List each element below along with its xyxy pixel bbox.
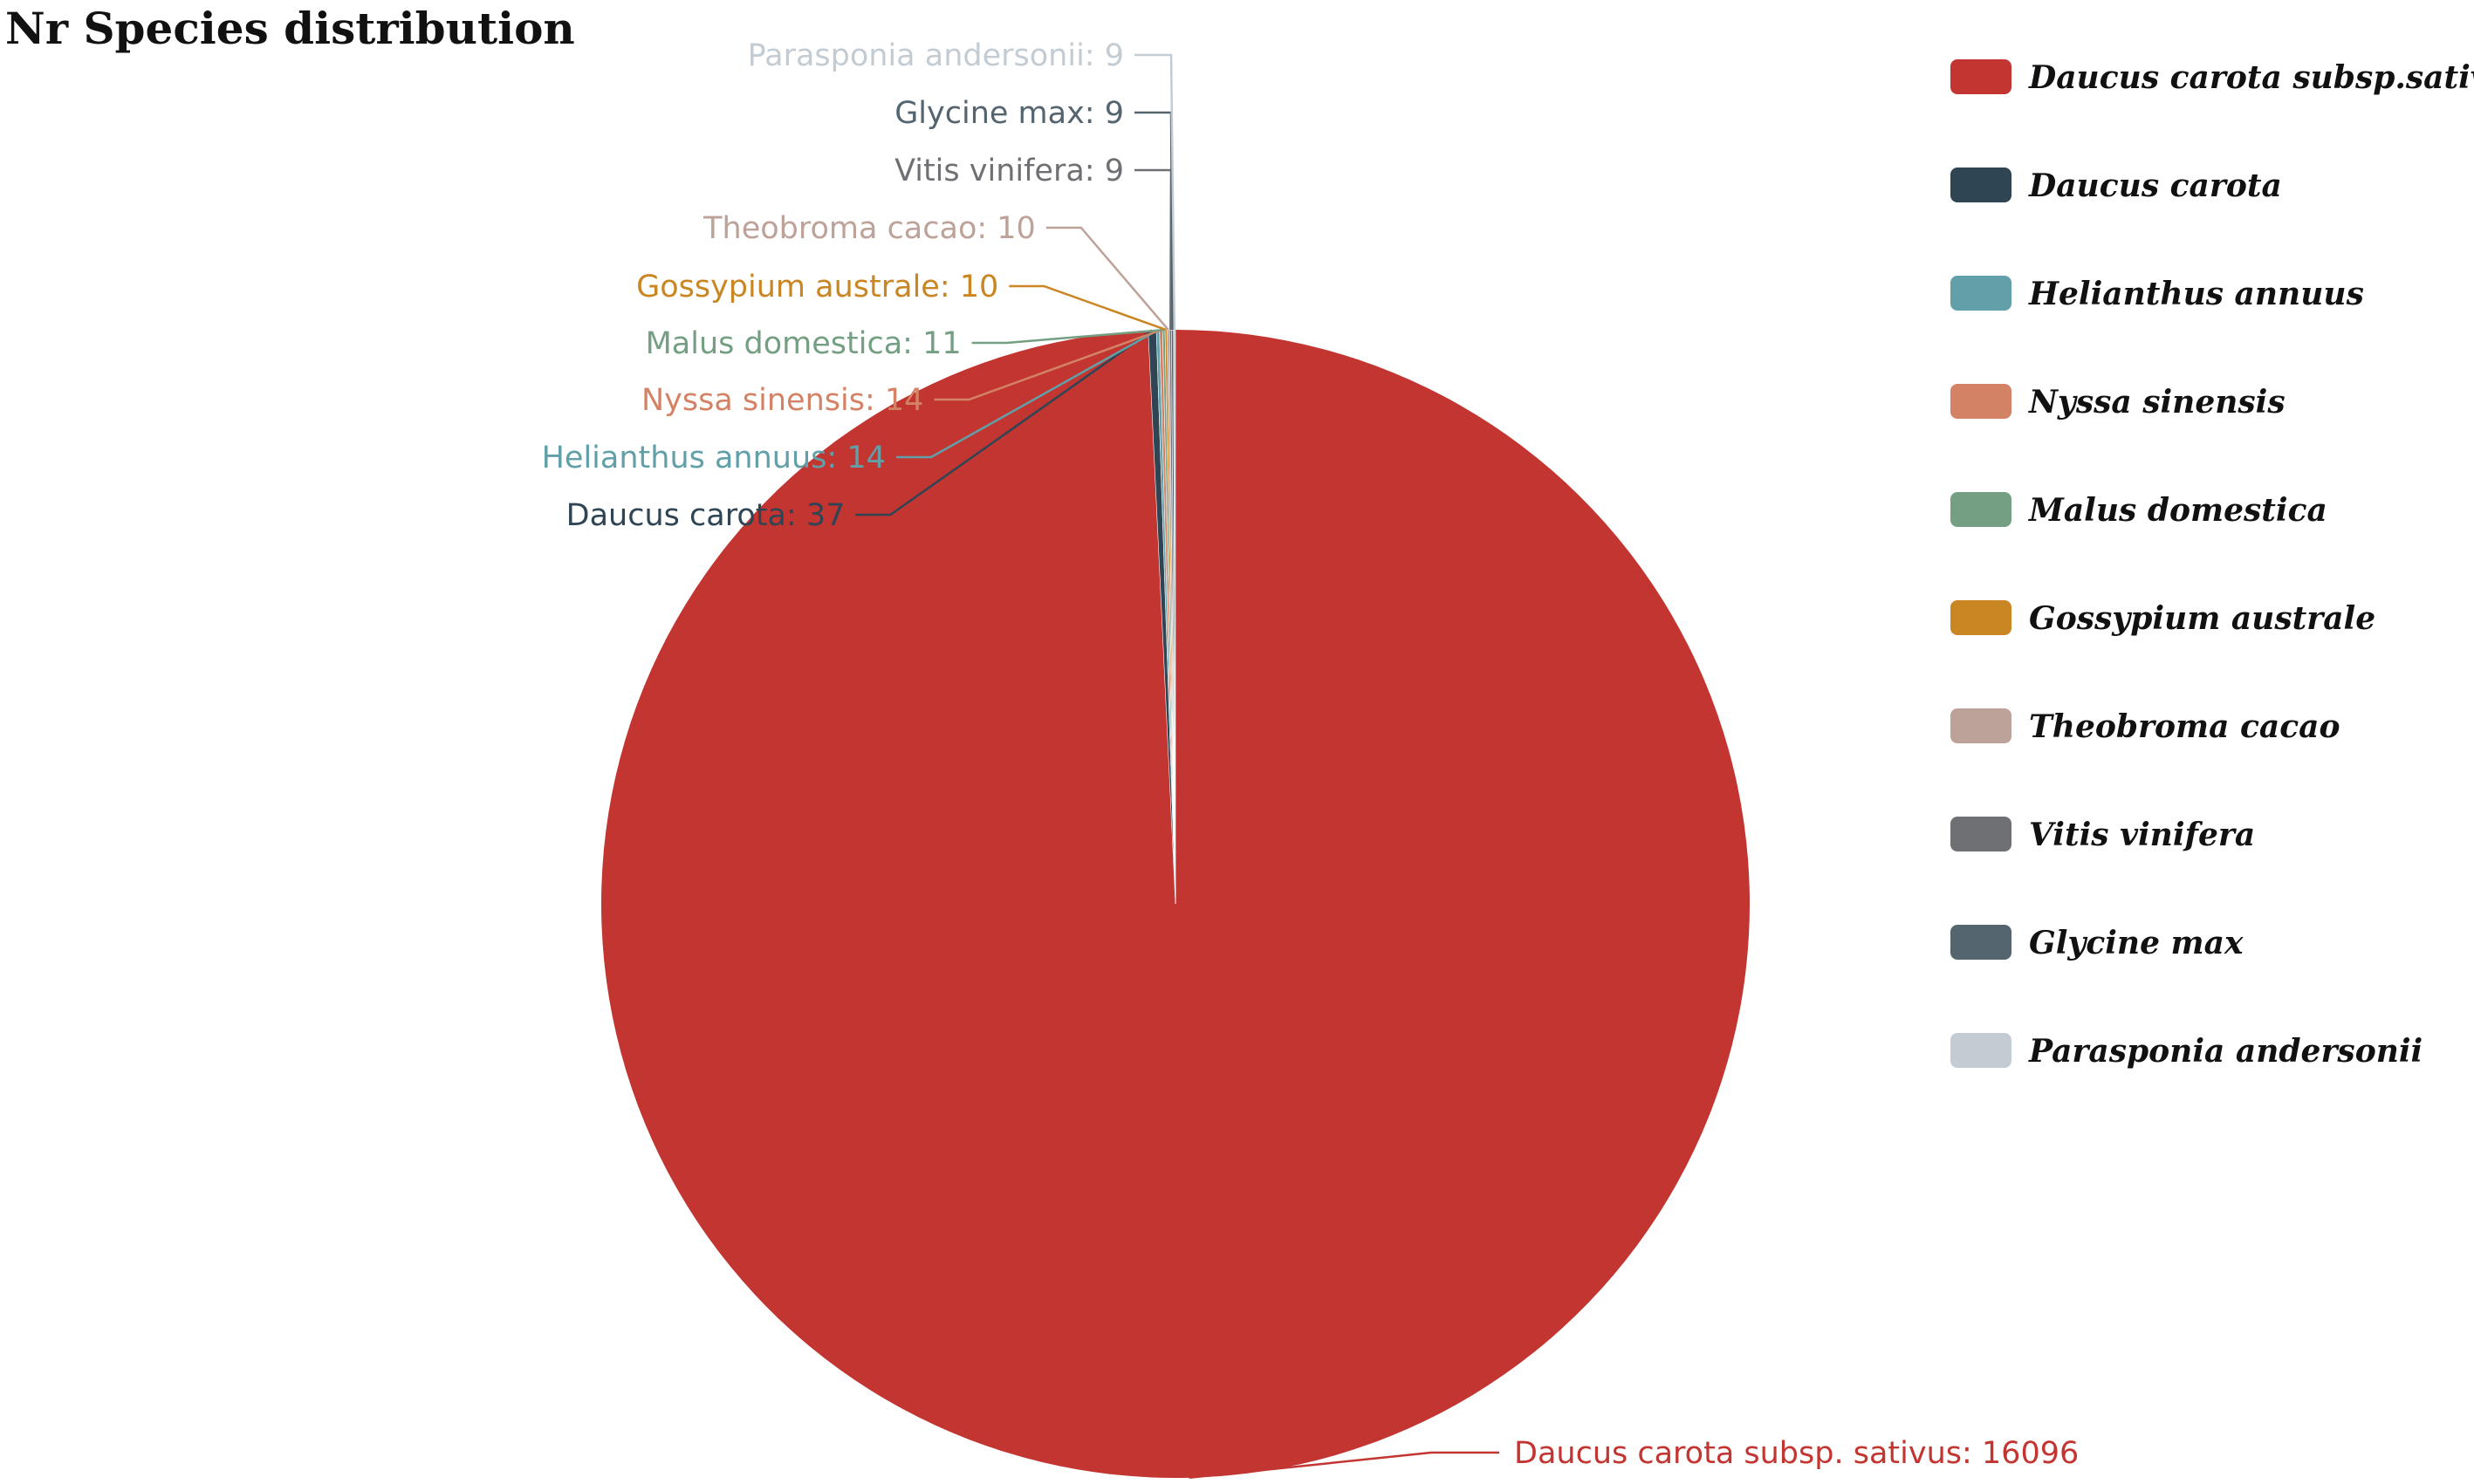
legend-swatch-gossypium-australe[interactable] [1950, 600, 2011, 635]
slice-label-daucus-carota: Daucus carota: 37 [566, 498, 846, 533]
legend-label-malus-domestica[interactable]: Malus domestica [2027, 492, 2327, 529]
leader-line-daucus-carota-subsp-sativus [1189, 1451, 1499, 1480]
legend-label-vitis-vinifera[interactable]: Vitis vinifera [2029, 817, 2255, 853]
legend-swatch-glycine-max[interactable] [1950, 925, 2011, 960]
legend-swatch-daucus-carota-subsp-sativus[interactable] [1950, 59, 2011, 94]
slice-leader-lines [855, 53, 1499, 1480]
leader-line-vitis-vinifera [1134, 168, 1173, 331]
slice-label-helianthus-annuus: Helianthus annuus: 14 [542, 441, 886, 475]
legend-swatch-daucus-carota[interactable] [1950, 168, 2011, 202]
leader-line-malus-domestica [971, 328, 1164, 345]
leader-line-gossypium-australe [1009, 284, 1167, 332]
legend-label-daucus-carota[interactable]: Daucus carota [2028, 168, 2282, 204]
leader-line-parasponia-andersonii [1134, 53, 1176, 331]
legend-swatch-nyssa-sinensis[interactable] [1950, 384, 2011, 419]
leader-line-daucus-carota [855, 329, 1154, 516]
slice-labels: Daucus carota subsp. sativus: 16096 Daucu… [542, 38, 2080, 1471]
legend-label-theobroma-cacao[interactable]: Theobroma cacao [2029, 708, 2340, 745]
legend-label-gossypium-australe[interactable]: Gossypium australe [2029, 600, 2375, 637]
slice-label-theobroma-cacao: Theobroma cacao: 10 [702, 211, 1036, 246]
legend-label-nyssa-sinensis[interactable]: Nyssa sinensis [2028, 384, 2286, 421]
slice-label-daucus-carota-subsp-sativus: Daucus carota subsp. sativus: 16096 [1514, 1436, 2079, 1471]
legend-label-glycine-max[interactable]: Glycine max [2029, 925, 2244, 961]
slice-label-nyssa-sinensis: Nyssa sinensis: 14 [641, 383, 923, 418]
slice-label-glycine-max: Glycine max: 9 [894, 96, 1124, 131]
legend-label-parasponia-andersonii[interactable]: Parasponia andersonii [2028, 1033, 2423, 1070]
legend-label-daucus-carota-subsp-sativus[interactable]: Daucus carota subsp.sativus [2028, 59, 2474, 96]
leader-line-nyssa-sinensis [934, 329, 1162, 401]
slice-label-vitis-vinifera: Vitis vinifera: 9 [894, 154, 1124, 188]
chart-title: Nr Species distribution [5, 3, 575, 54]
legend-swatch-malus-domestica[interactable] [1950, 492, 2011, 527]
slice-label-malus-domestica: Malus domestica: 11 [646, 326, 962, 361]
legend-swatch-vitis-vinifera[interactable] [1950, 817, 2011, 851]
slice-label-gossypium-australe: Gossypium australe: 10 [636, 270, 998, 304]
legend-swatch-parasponia-andersonii[interactable] [1950, 1033, 2011, 1068]
pie-slices [601, 329, 1751, 1478]
legend-label-helianthus-annuus[interactable]: Helianthus annuus [2028, 276, 2364, 312]
slice-label-parasponia-andersonii: Parasponia andersonii: 9 [748, 38, 1124, 73]
legend-swatch-theobroma-cacao[interactable] [1950, 708, 2011, 743]
legend: Daucus carota subsp.sativus Daucus carota… [1950, 59, 2474, 1070]
leader-line-theobroma-cacao [1045, 226, 1169, 331]
leader-line-helianthus-annuus [895, 329, 1159, 459]
legend-swatch-helianthus-annuus[interactable] [1950, 276, 2011, 311]
